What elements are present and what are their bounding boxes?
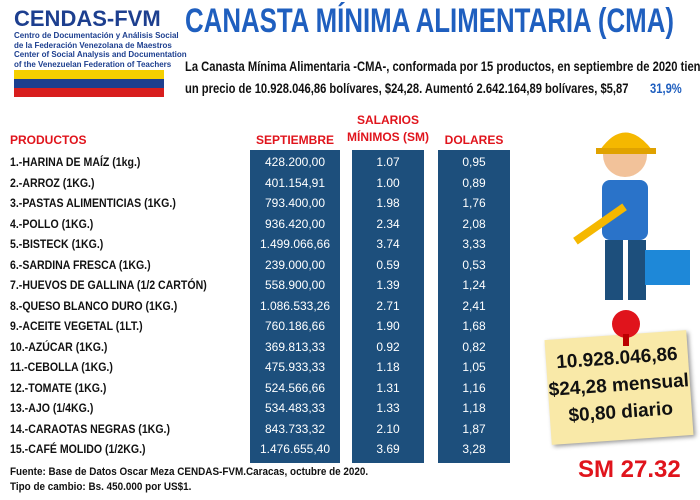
logo-lines: Centro de Documentación y Análisis Socia…: [14, 31, 187, 69]
column-header: SALARIOS MÍNIMOS (SM): [347, 113, 429, 144]
cell-value: 1.39: [376, 278, 400, 292]
product-name: 4.-POLLO (1KG.): [10, 216, 94, 231]
cell-value: 3.69: [376, 442, 400, 456]
cell-value: 428.200,00: [264, 155, 326, 169]
cell-value: 369.813,33: [264, 339, 326, 354]
cell-value: 1.476.655,40: [259, 442, 331, 456]
cell-value: 1,16: [462, 380, 486, 395]
cell-value: 1,68: [462, 319, 486, 333]
product-name: 10.-AZÚCAR (1KG.): [10, 339, 108, 354]
cell-value: 0.92: [376, 339, 400, 354]
cell-value: 2.71: [376, 298, 400, 313]
cell-value: 1,24: [462, 278, 486, 292]
cell-value: 524.566,66: [264, 380, 326, 395]
column-header: DOLARES: [444, 133, 504, 147]
cell-value: 793.400,00: [264, 196, 326, 210]
cell-value: 3,33: [462, 237, 486, 251]
cell-value: 0,89: [462, 175, 486, 190]
sm-total: SM 27.32: [578, 456, 681, 483]
cell-value: 3.74: [376, 237, 400, 251]
product-name: 5.-BISTECK (1KG.): [10, 237, 104, 251]
cell-value: 0,53: [462, 257, 486, 272]
product-name: 1.-HARINA DE MAÍZ (1kg.): [10, 155, 141, 169]
cell-value: 1.18: [376, 360, 400, 374]
cell-value: 401.154,91: [264, 175, 326, 190]
cell-value: 1.086.533,26: [259, 298, 331, 313]
product-name: 2.-ARROZ (1KG.): [10, 175, 95, 190]
product-name: 3.-PASTAS ALIMENTICIAS (1KG.): [10, 196, 176, 210]
cell-value: 0,82: [462, 339, 486, 354]
product-name: 8.-QUESO BLANCO DURO (1KG.): [10, 298, 178, 313]
cell-value: 760.186,66: [264, 319, 326, 333]
product-name: 12.-TOMATE (1KG.): [10, 380, 107, 395]
push-pin: [612, 310, 640, 346]
cell-value: 475.933,33: [264, 360, 326, 374]
cell-value: 1.31: [376, 380, 400, 395]
cell-value: 1,87: [462, 421, 486, 436]
cell-value: 2,08: [462, 216, 486, 231]
cell-value: 1,05: [462, 360, 486, 374]
exchange-rate: Tipo de cambio: Bs. 450.000 por US$1.: [10, 481, 192, 493]
increase: 31,9%: [650, 80, 682, 96]
cell-value: 2.34: [376, 216, 400, 231]
logo-name: CENDAS-FVM: [14, 6, 161, 31]
cell-value: 1.00: [376, 175, 400, 190]
product-name: 11.-CEBOLLA (1KG.): [10, 360, 113, 374]
source: Fuente: Base de Datos Oscar Meza CENDAS-…: [10, 466, 369, 478]
column-bg: [438, 150, 510, 463]
column-header: SEPTIEMBRE: [255, 133, 334, 147]
product-name: 9.-ACEITE VEGETAL (1LT.): [10, 319, 143, 333]
logo-line: of the Venezuelan Federation of Teachers: [14, 59, 172, 69]
column-bg: [352, 150, 424, 463]
product-name: 14.-CARAOTAS NEGRAS (1KG.): [10, 421, 170, 436]
cell-value: 1,18: [462, 401, 486, 415]
cell-value: 1.98: [376, 196, 400, 210]
intro-line: un precio de 10.928.046,86 bolívares, $2…: [185, 80, 629, 96]
cell-value: 1.90: [376, 319, 400, 333]
cell-value: 936.420,00: [264, 216, 326, 231]
logo-line: Centro de Documentación y Análisis Socia…: [14, 31, 179, 40]
cell-value: 0.59: [376, 257, 400, 272]
cell-value: 2,41: [462, 298, 486, 313]
cell-value: 3,28: [462, 442, 486, 456]
logo-flag: [14, 70, 164, 97]
worker-illustration: [573, 132, 690, 300]
cell-value: 1,76: [462, 196, 486, 210]
logo-line: de la Federación Venezolana de Maestros: [14, 40, 172, 50]
cell-value: 0,95: [462, 155, 486, 169]
cell-value: 1.33: [376, 401, 400, 415]
cell-value: 558.900,00: [264, 278, 326, 292]
title: CANASTA MÍNIMA ALIMENTARIA (CMA): [185, 2, 674, 40]
intro-line: La Canasta Mínima Alimentaria -CMA-, con…: [185, 58, 700, 74]
cell-value: 534.483,33: [264, 401, 326, 415]
cell-value: 239.000,00: [264, 257, 326, 272]
column-header: PRODUCTOS: [10, 133, 87, 147]
cell-value: 1.499.066,66: [259, 237, 331, 251]
product-name: 6.-SARDINA FRESCA (1KG.): [10, 257, 151, 272]
column-bg: [250, 150, 340, 463]
cell-value: 843.733,32: [264, 421, 326, 436]
cell-value: 2.10: [376, 421, 400, 436]
logo-line: Center of Social Analysis and Documentat…: [14, 50, 187, 59]
product-name: 7.-HUEVOS DE GALLINA (1/2 CARTÓN): [10, 278, 207, 292]
cell-value: 1.07: [376, 155, 400, 169]
product-name: 13.-AJO (1/4KG.): [10, 401, 94, 415]
product-name: 15.-CAFÉ MOLIDO (1/2KG.): [10, 442, 146, 456]
